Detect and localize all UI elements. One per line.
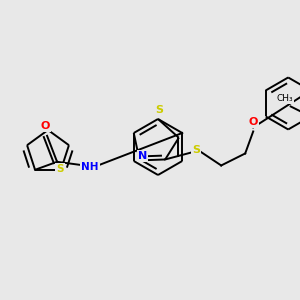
Text: N: N <box>138 152 147 161</box>
Text: S: S <box>155 105 163 115</box>
Text: O: O <box>248 118 258 128</box>
Text: S: S <box>192 146 200 155</box>
Text: NH: NH <box>81 162 99 172</box>
Text: O: O <box>40 121 50 131</box>
Text: CH₃: CH₃ <box>276 94 293 103</box>
Text: S: S <box>56 164 64 174</box>
